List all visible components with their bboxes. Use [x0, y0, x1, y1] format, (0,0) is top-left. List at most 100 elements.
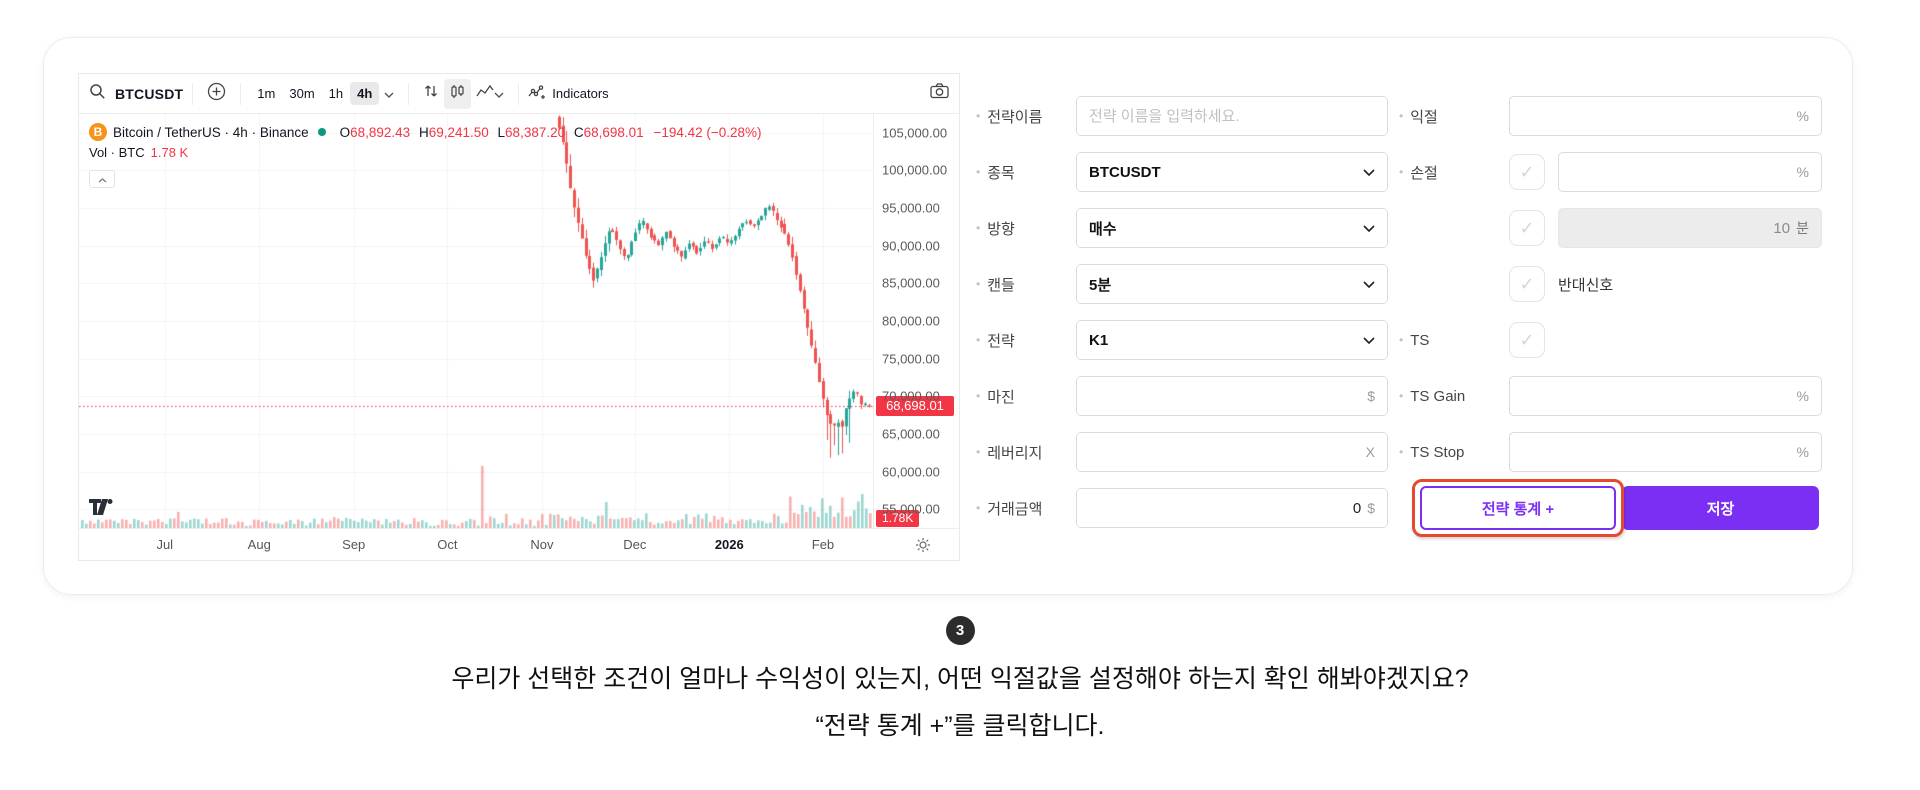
chart-settings-button[interactable] [915, 537, 931, 556]
form-row: ✓ 분 [1399, 208, 1822, 248]
form-row: TS Gain % [1399, 376, 1822, 416]
time-axis-label[interactable]: Nov [530, 537, 554, 552]
check-icon: ✓ [1519, 162, 1535, 182]
price-axis[interactable]: 68,698.01 1.78K 105,000.00 100,000.00 95,0… [873, 114, 959, 528]
field-label: 거래금액 [976, 498, 1076, 519]
field-label: 종목 [976, 162, 1076, 183]
series-style-button[interactable] [471, 80, 509, 107]
form-row: 손절 ✓ % [1399, 152, 1822, 192]
form-row: 익절 % [1399, 96, 1822, 136]
time-axis-label[interactable]: 2026 [714, 537, 744, 552]
check-icon: ✓ [1519, 330, 1535, 350]
indicators-label: Indicators [552, 86, 609, 101]
form-row: 거래금액 $ [976, 488, 1388, 528]
take-profit-input[interactable] [1522, 107, 1797, 125]
tradingview-logo[interactable] [89, 499, 117, 520]
main-card: BTCUSDT 1m 30m 1h 4h [43, 37, 1853, 595]
strategy-form-right: 익절 % 손절 ✓ % ✓ 분 ✓ 반 [1399, 96, 1822, 537]
stop-loss-input[interactable] [1571, 163, 1797, 181]
form-row: 레버리지 X [976, 432, 1388, 472]
timeframe-menu-button[interactable] [379, 81, 399, 107]
field-label: 손절 [1399, 162, 1509, 183]
form-buttons-row: 전략 통계 + 저장 [1399, 479, 1822, 537]
reverse-signal-checkbox[interactable]: ✓ [1509, 266, 1545, 302]
form-row: TS ✓ [1399, 320, 1822, 360]
legend-collapse-button[interactable] [89, 170, 115, 188]
price-axis-label: 105,000.00 [882, 125, 948, 141]
symbol-label: BTCUSDT [115, 85, 184, 102]
indicators-button[interactable]: Indicators [528, 84, 609, 103]
chevron-down-icon [1363, 331, 1375, 349]
field-label: 전략 [976, 330, 1076, 351]
ts-gain-input[interactable] [1522, 387, 1797, 405]
stop-loss-checkbox[interactable]: ✓ [1509, 154, 1545, 190]
chart-body: B Bitcoin / TetherUS · 4h · Binance O68,… [79, 114, 959, 528]
strategy-name-input[interactable] [1089, 107, 1375, 125]
time-axis[interactable]: Jul Aug Sep Oct Nov Dec 2026 Feb [79, 528, 959, 560]
price-axis-label: 80,000.00 [882, 313, 940, 329]
form-row: 종목 BTCUSDT [976, 152, 1388, 192]
strategy-stats-button[interactable]: 전략 통계 + [1420, 486, 1616, 530]
field-label: 마진 [976, 386, 1076, 407]
time-axis-label[interactable]: Jul [156, 537, 174, 552]
field-label: 방향 [976, 218, 1076, 239]
form-row: 전략이름 [976, 96, 1388, 136]
compare-arrows-button[interactable] [418, 79, 444, 108]
direction-select[interactable]: 매수 [1076, 208, 1388, 248]
field-label: 캔들 [976, 274, 1076, 295]
chevron-down-icon [494, 85, 504, 103]
toolbar-divider [408, 82, 410, 105]
timeframe-1h[interactable]: 1h [328, 86, 344, 101]
chevron-up-icon [98, 170, 107, 188]
time-axis-label[interactable]: Sep [342, 537, 366, 552]
timeframe-4h[interactable]: 4h [350, 82, 380, 105]
time-axis-label[interactable]: Feb [811, 537, 835, 552]
symbol-search-button[interactable]: BTCUSDT [89, 83, 183, 105]
trade-amount-input[interactable] [1089, 499, 1368, 517]
candle-interval-select[interactable]: 5분 [1076, 264, 1388, 304]
area-chart-icon [476, 84, 494, 103]
ts-stop-input[interactable] [1522, 443, 1797, 461]
compare-arrows-icon [423, 83, 439, 104]
field-label: 익절 [1399, 106, 1509, 127]
price-axis-label: 100,000.00 [882, 162, 948, 178]
instruction-caption: 3 우리가 선택한 조건이 얼마나 수익성이 있는지, 어떤 익절값을 설정해야… [0, 616, 1920, 742]
time-axis-label[interactable]: Aug [247, 537, 271, 552]
leverage-input[interactable] [1089, 443, 1366, 461]
time-axis-label[interactable]: Dec [623, 537, 647, 552]
caption-line1: 우리가 선택한 조건이 얼마나 수익성이 있는지, 어떤 익절값을 설정해야 하… [451, 665, 1469, 693]
caption-line2: “전략 통계 +”를 클릭합니다. [815, 712, 1105, 740]
time-limit-input[interactable] [1571, 219, 1797, 237]
screenshot-button[interactable] [930, 83, 949, 104]
margin-input[interactable] [1089, 387, 1368, 405]
chevron-down-icon [1363, 219, 1375, 237]
time-axis-label[interactable]: Oct [437, 537, 458, 552]
price-axis-label: 55,000.00 [882, 501, 940, 517]
toolbar-divider [240, 82, 242, 105]
gear-icon [915, 538, 931, 556]
field-label: TS Gain [1399, 388, 1509, 405]
strategy-select[interactable]: K1 [1076, 320, 1388, 360]
price-axis-label: 60,000.00 [882, 464, 940, 480]
ts-checkbox[interactable]: ✓ [1509, 322, 1545, 358]
candlestick-chart-canvas[interactable] [79, 114, 873, 528]
candlestick-style-button[interactable] [444, 78, 472, 109]
chevron-down-icon [384, 85, 394, 103]
check-icon: ✓ [1519, 274, 1535, 294]
time-limit-checkbox[interactable]: ✓ [1509, 210, 1545, 246]
price-axis-label: 90,000.00 [882, 238, 940, 254]
chart-plot-area[interactable]: B Bitcoin / TetherUS · 4h · Binance O68,… [79, 114, 873, 528]
form-row: 마진 $ [976, 376, 1388, 416]
save-button[interactable]: 저장 [1622, 486, 1819, 530]
symbol-select[interactable]: BTCUSDT [1076, 152, 1388, 192]
step-number-badge: 3 [945, 616, 975, 645]
toolbar-divider [192, 82, 194, 105]
timeframe-30m[interactable]: 30m [289, 86, 315, 101]
compare-add-button[interactable] [202, 78, 231, 110]
search-icon [89, 83, 106, 105]
timeframe-1m[interactable]: 1m [257, 86, 276, 101]
current-price-tag: 68,698.01 [876, 396, 954, 417]
check-icon: ✓ [1519, 218, 1535, 238]
price-axis-label: 75,000.00 [882, 351, 940, 367]
